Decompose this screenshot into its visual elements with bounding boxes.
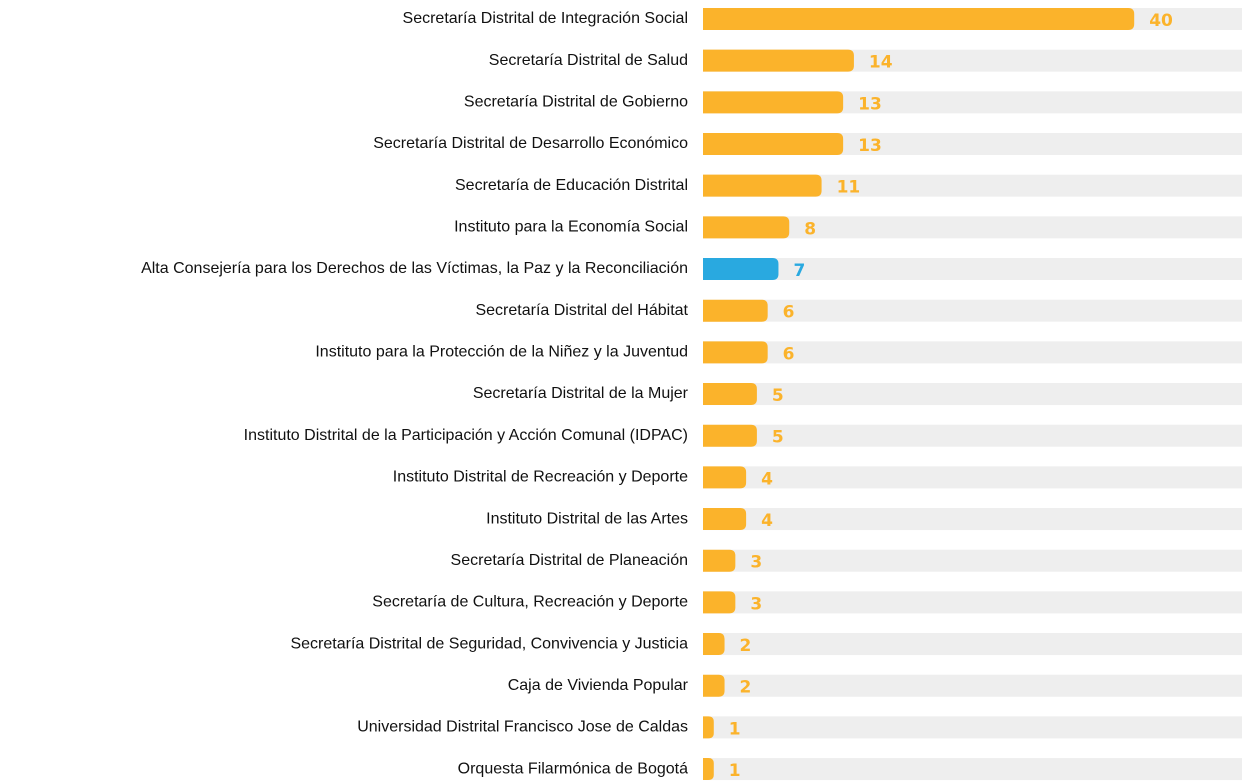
bar [703, 174, 822, 197]
bar [703, 633, 725, 656]
category-label: Universidad Distrital Francisco Jose de … [357, 719, 688, 736]
value-label: 11 [837, 178, 861, 198]
bar-track [703, 383, 1242, 406]
value-label: 1 [729, 761, 741, 781]
bar [703, 49, 854, 72]
bar-track [703, 591, 1242, 614]
bar [703, 508, 747, 531]
category-label: Secretaría Distrital de Planeación [451, 552, 688, 569]
bar-track [703, 216, 1242, 239]
bar [703, 424, 757, 447]
bar [703, 383, 757, 406]
bar-track [703, 716, 1242, 739]
value-label: 4 [761, 469, 773, 489]
category-label: Secretaría Distrital de la Mujer [473, 385, 689, 402]
category-label: Alta Consejería para los Derechos de las… [141, 260, 688, 277]
bar-track [703, 508, 1242, 531]
value-label: 6 [783, 303, 795, 323]
bar-track [703, 674, 1242, 697]
category-label: Secretaría Distrital de Salud [489, 52, 688, 69]
value-label: 4 [761, 511, 773, 531]
category-label: Instituto para la Protección de la Niñez… [315, 344, 688, 361]
bar [703, 133, 844, 156]
value-label: 13 [858, 94, 882, 114]
value-label: 2 [740, 678, 752, 698]
category-label: Caja de Vivienda Popular [508, 677, 689, 694]
bar [703, 8, 1135, 30]
bar [703, 716, 714, 739]
value-label: 5 [772, 428, 784, 448]
category-label: Secretaría Distrital de Integración Soci… [403, 10, 688, 27]
value-label: 13 [858, 136, 882, 156]
category-label: Secretaría Distrital de Desarrollo Econó… [373, 135, 688, 152]
category-label: Secretaría Distrital de Gobierno [464, 94, 688, 111]
value-label: 2 [740, 636, 752, 656]
bar-track [703, 341, 1242, 364]
value-label: 5 [772, 386, 784, 406]
value-label: 3 [750, 594, 762, 614]
category-label: Orquesta Filarmónica de Bogotá [458, 760, 688, 777]
bar [703, 758, 714, 781]
bar [703, 549, 736, 572]
value-label: 8 [804, 219, 816, 239]
category-label: Instituto Distrital de Recreación y Depo… [393, 469, 688, 486]
category-label: Secretaría Distrital de Seguridad, Convi… [290, 635, 688, 652]
value-label: 6 [783, 344, 795, 364]
bar-track [703, 633, 1242, 656]
category-label: Instituto para la Economía Social [454, 219, 688, 236]
bar-track [703, 466, 1242, 489]
value-label: 3 [750, 553, 762, 573]
bar [703, 299, 768, 322]
bar [703, 591, 736, 614]
bar-track [703, 549, 1242, 572]
bar [703, 674, 725, 697]
bar [703, 258, 779, 281]
category-label: Secretaría de Educación Distrital [455, 177, 688, 194]
value-label: 40 [1149, 11, 1173, 31]
category-label: Instituto Distrital de las Artes [486, 510, 688, 527]
bar-track [703, 424, 1242, 447]
bar [703, 91, 844, 114]
bar-track [703, 258, 1242, 281]
category-label: Secretaría de Cultura, Recreación y Depo… [372, 594, 688, 611]
bar [703, 216, 790, 239]
value-label: 7 [793, 261, 805, 281]
value-label: 14 [869, 53, 893, 73]
bar [703, 466, 747, 489]
bar-track [703, 174, 1242, 197]
bar-track [703, 758, 1242, 781]
category-label: Secretaría Distrital del Hábitat [475, 302, 688, 319]
bar [703, 341, 768, 364]
bar-track [703, 299, 1242, 322]
category-label: Instituto Distrital de la Participación … [244, 427, 688, 444]
value-label: 1 [729, 719, 741, 739]
